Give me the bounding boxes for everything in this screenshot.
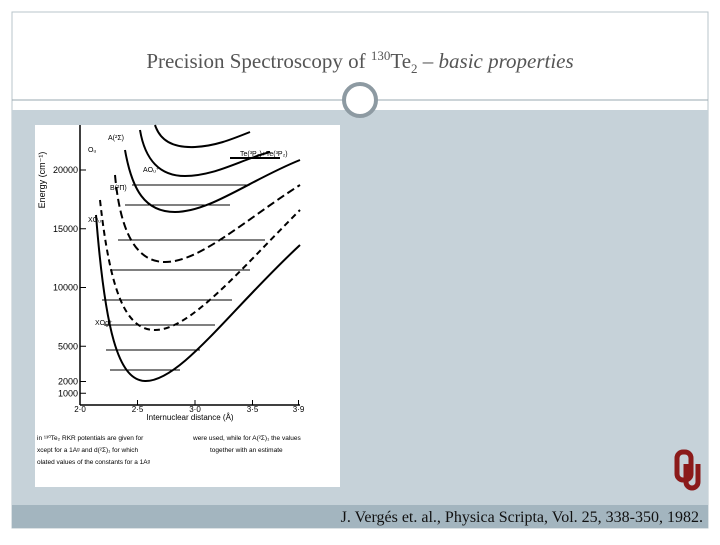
caption-line: olated values of the constants for a 1Aᵍ bbox=[37, 459, 151, 466]
state-label: Oᵤ bbox=[88, 147, 96, 154]
figure-x-tick-label: 2·0 bbox=[74, 405, 86, 414]
caption-line: were used, while for A(²Σ)₁ the values bbox=[192, 435, 301, 442]
state-labels: A(²Σ) Oᵤ AOᵤ⁺ B(²Π) XOᵤ XOg⁺ Te(³P₂)+Te(³P₂) bbox=[88, 135, 288, 327]
caption-line: in ¹³⁰Te₂ RKR potentials are given for bbox=[37, 434, 144, 442]
potential-curves bbox=[95, 124, 301, 383]
state-label: XOᵤ bbox=[88, 217, 101, 224]
figure-y-tick-label: 1000 bbox=[58, 388, 78, 398]
ornament-circle bbox=[342, 82, 378, 118]
curve-xo bbox=[99, 199, 301, 332]
state-label: Te(³P₂)+Te(³P₂) bbox=[240, 151, 288, 158]
figure-x-tick-label: 2·5 bbox=[132, 405, 144, 414]
title-superscript: 130 bbox=[371, 48, 391, 63]
footer-bar bbox=[12, 505, 708, 528]
curve-ao bbox=[139, 129, 271, 178]
title-element: Te bbox=[390, 49, 411, 73]
curve-b bbox=[114, 174, 301, 264]
figure-x-tick-label: 3·0 bbox=[189, 405, 201, 414]
state-label: A(²Σ) bbox=[108, 135, 124, 142]
figure-y-tick-label: 5000 bbox=[58, 341, 78, 351]
figure-y-tick-label: 2000 bbox=[58, 377, 78, 387]
figure-x-tick-label: 3·5 bbox=[247, 405, 259, 414]
figure-y-tick-label: 15000 bbox=[53, 224, 78, 234]
citation: J. Vergés et. al., Physica Scripta, Vol.… bbox=[341, 509, 703, 526]
curve-a0 bbox=[124, 149, 301, 214]
figure: Energy (cm⁻¹) Internuclear distance (Å) … bbox=[35, 124, 340, 487]
state-label: XOg⁺ bbox=[95, 320, 113, 327]
figure-y-label: Energy (cm⁻¹) bbox=[37, 152, 47, 209]
figure-x-tick-label: 3·9 bbox=[293, 405, 305, 414]
slide-title: Precision Spectroscopy of 130Te2 – basic… bbox=[146, 48, 573, 76]
vibrational-levels bbox=[102, 184, 265, 371]
ou-logo bbox=[674, 449, 701, 491]
title-emphasis: basic properties bbox=[439, 49, 574, 73]
caption-line: xcept for a 1Aᵍ and d(²Σ)₁ for which bbox=[37, 447, 139, 454]
state-label: B(²Π) bbox=[110, 185, 127, 192]
title-dash: – bbox=[418, 49, 439, 73]
state-label: AOᵤ⁺ bbox=[143, 167, 160, 174]
curve-x bbox=[95, 214, 301, 383]
figure-x-label: Internuclear distance (Å) bbox=[146, 413, 233, 422]
caption-line: together with an estimate bbox=[210, 447, 283, 454]
figure-caption: in ¹³⁰Te₂ RKR potentials are given for xc… bbox=[37, 434, 301, 466]
figure-y-tick-label: 10000 bbox=[53, 283, 78, 293]
title-subscript: 2 bbox=[411, 61, 418, 76]
figure-y-tick-label: 20000 bbox=[53, 165, 78, 175]
curve-a bbox=[154, 124, 251, 149]
title-text: Precision Spectroscopy of bbox=[146, 49, 371, 73]
